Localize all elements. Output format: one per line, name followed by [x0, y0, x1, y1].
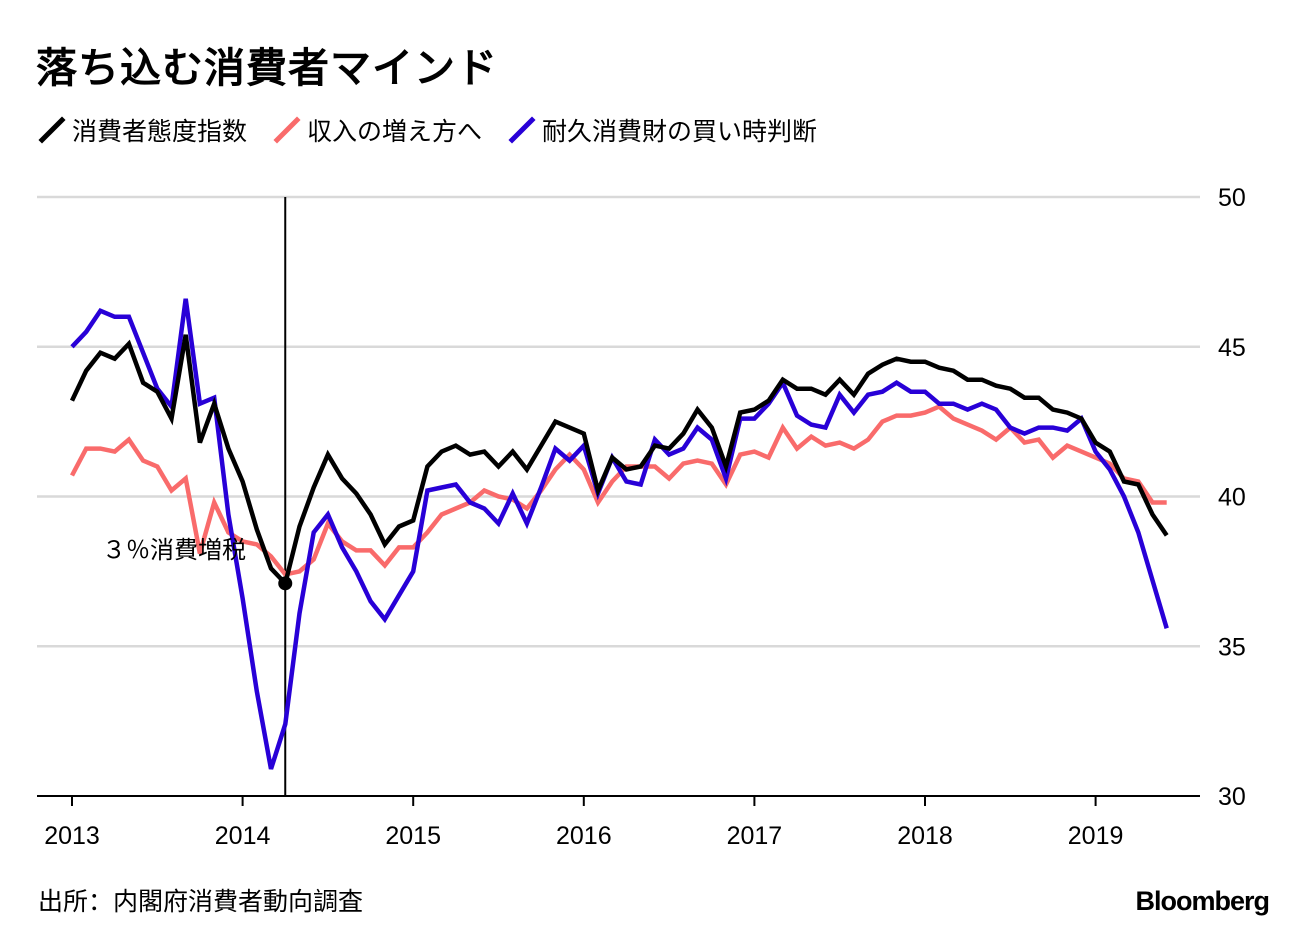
- series-line-2: [70, 298, 1169, 770]
- x-tick-label: 2018: [897, 822, 953, 850]
- x-tick-label: 2016: [556, 822, 612, 850]
- x-tick-label: 2019: [1068, 822, 1124, 850]
- series-line-0: [69, 334, 1169, 588]
- series-line-1: [70, 403, 1167, 577]
- legend-label: 収入の増え方へ: [307, 117, 483, 146]
- legend-item-consumer-confidence: 消費者態度指数: [38, 112, 247, 148]
- legend: 消費者態度指数 収入の増え方へ 耐久消費財の買い時判断: [38, 112, 843, 148]
- x-tick-label: 2017: [727, 822, 783, 850]
- legend-swatch-icon: [273, 116, 301, 144]
- event-marker: [278, 576, 293, 591]
- legend-item-income-growth: 収入の増え方へ: [273, 112, 482, 148]
- y-tick-label: 45: [1218, 334, 1246, 362]
- y-tick-label: 40: [1218, 484, 1246, 512]
- legend-swatch-icon: [508, 116, 536, 144]
- x-tick-label: 2014: [215, 822, 271, 850]
- x-tick-label: 2015: [385, 822, 441, 850]
- legend-swatch-icon: [38, 116, 66, 144]
- legend-label: 消費者態度指数: [72, 117, 248, 146]
- chart-title: 落ち込む消費者マインド: [36, 44, 498, 92]
- x-tick-label: 2013: [44, 822, 100, 850]
- source-note: 出所：内閣府消費者動向調査: [38, 887, 364, 916]
- y-tick-label: 30: [1218, 783, 1246, 811]
- legend-label: 耐久消費財の買い時判断: [542, 117, 818, 146]
- bloomberg-logo: Bloomberg: [1135, 886, 1270, 916]
- event-annotation-label: ３％消費増税: [102, 536, 246, 564]
- y-tick-label: 35: [1218, 633, 1246, 661]
- y-tick-label: 50: [1218, 184, 1246, 212]
- legend-item-durable-goods: 耐久消費財の買い時判断: [508, 112, 817, 148]
